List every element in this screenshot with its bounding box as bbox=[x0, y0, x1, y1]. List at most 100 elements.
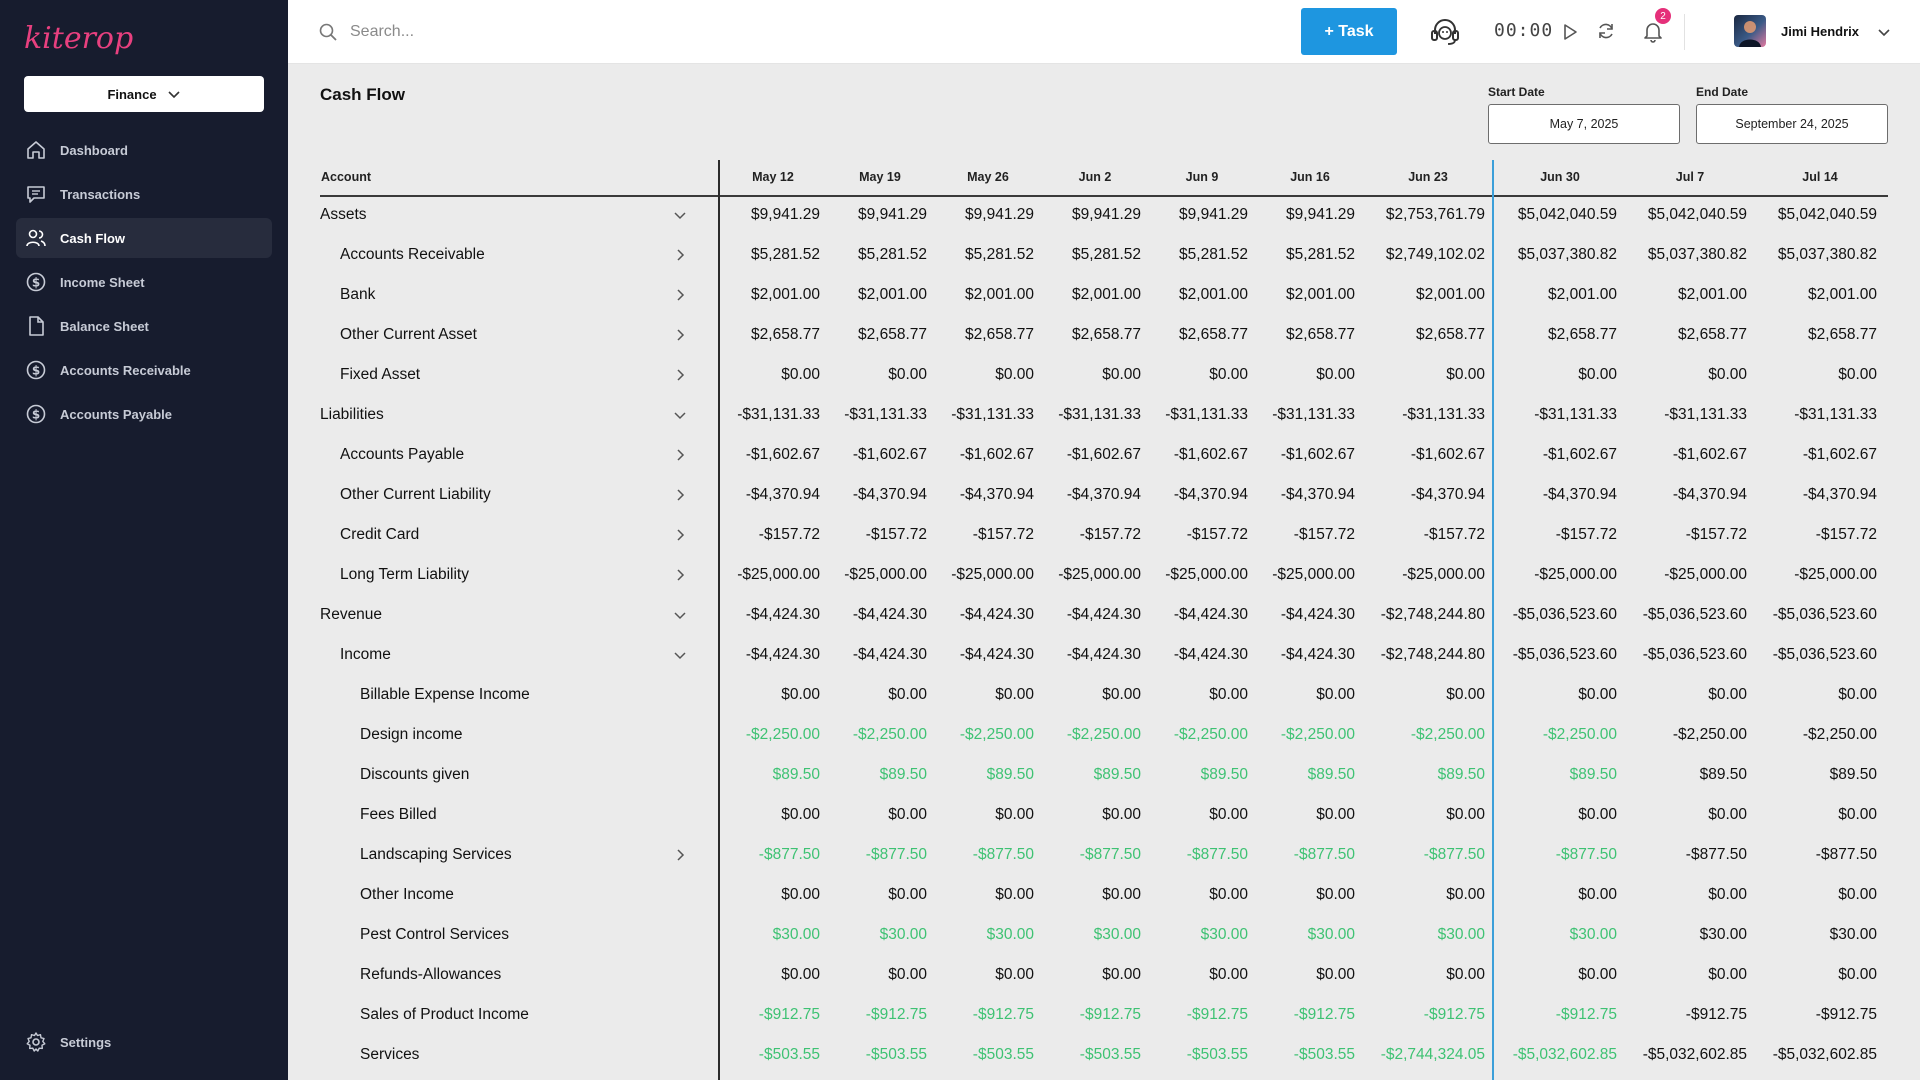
table-row[interactable]: Fixed Asset $0.00 $0.00 $0.00 $0.00 $0.00 $0.0… bbox=[320, 355, 1888, 395]
amount-cell: -$4,424.30 bbox=[1280, 606, 1355, 623]
amount-cell: $2,658.77 bbox=[751, 326, 820, 343]
chevron-right-icon[interactable] bbox=[672, 367, 688, 383]
table-row[interactable]: Accounts Receivable $5,281.52 $5,281.52 $5,… bbox=[320, 235, 1888, 275]
org-selector[interactable]: Finance bbox=[24, 76, 264, 112]
amount-cell: $2,001.00 bbox=[1072, 286, 1141, 303]
bell-icon[interactable] bbox=[1641, 19, 1665, 43]
date-column-header: May 26 bbox=[967, 170, 1009, 184]
amount-cell: $2,001.00 bbox=[751, 286, 820, 303]
amount-cell: -$912.75 bbox=[1555, 1006, 1617, 1023]
amount-cell: $0.00 bbox=[1209, 886, 1248, 903]
account-label: Fees Billed bbox=[360, 806, 437, 823]
sidebar-item-transactions[interactable]: Transactions bbox=[16, 174, 272, 214]
amount-cell: $0.00 bbox=[1578, 886, 1617, 903]
amount-cell: -$2,250.00 bbox=[1066, 726, 1141, 743]
sidebar-item-accounts-payable[interactable]: $ Accounts Payable bbox=[16, 394, 272, 434]
chevron-down-icon[interactable] bbox=[1876, 24, 1892, 40]
amount-cell: -$2,250.00 bbox=[852, 726, 927, 743]
amount-cell: $0.00 bbox=[888, 886, 927, 903]
date-column-header: Jun 2 bbox=[1078, 170, 1112, 184]
amount-cell: $2,753,761.79 bbox=[1385, 206, 1485, 223]
notification-badge: 2 bbox=[1655, 8, 1671, 24]
chevron-right-icon[interactable] bbox=[672, 847, 688, 863]
headset-support-icon[interactable] bbox=[1428, 16, 1462, 48]
amount-cell: $0.00 bbox=[1102, 886, 1141, 903]
sidebar-item-dashboard[interactable]: Dashboard bbox=[16, 130, 272, 170]
account-label: Billable Expense Income bbox=[360, 686, 530, 703]
users-icon bbox=[24, 226, 48, 250]
sidebar: kiterope Finance Dashboard Transactions … bbox=[0, 0, 288, 1080]
sidebar-item-label: Income Sheet bbox=[60, 274, 145, 290]
amount-cell: $5,037,380.82 bbox=[1517, 246, 1617, 263]
table-row[interactable]: Credit Card -$157.72 -$157.72 -$157.72 -$157… bbox=[320, 515, 1888, 555]
sidebar-item-settings[interactable]: Settings bbox=[24, 1030, 111, 1054]
end-date-input[interactable]: September 24, 2025 bbox=[1696, 104, 1888, 144]
table-row[interactable]: Landscaping Services -$877.50 -$877.50 -$87… bbox=[320, 835, 1888, 875]
table-row[interactable]: Other Current Liability -$4,370.94 -$4,370… bbox=[320, 475, 1888, 515]
kiterope-logo[interactable]: kiterope bbox=[24, 16, 151, 66]
chevron-down-icon[interactable] bbox=[672, 647, 688, 663]
chevron-down-icon[interactable] bbox=[672, 207, 688, 223]
amount-cell: $0.00 bbox=[888, 806, 927, 823]
table-row[interactable]: Accounts Payable -$1,602.67 -$1,602.67 -$1,… bbox=[320, 435, 1888, 475]
chevron-right-icon[interactable] bbox=[672, 287, 688, 303]
account-label: Credit Card bbox=[340, 526, 420, 543]
chevron-right-icon[interactable] bbox=[672, 567, 688, 583]
table-row[interactable]: Revenue -$4,424.30 -$4,424.30 -$4,424.30 -$4… bbox=[320, 595, 1888, 635]
add-task-button[interactable]: + Task bbox=[1301, 8, 1397, 55]
chevron-right-icon[interactable] bbox=[672, 327, 688, 343]
account-label: Services bbox=[360, 1046, 420, 1063]
amount-cell: -$1,602.67 bbox=[852, 446, 927, 463]
amount-cell: $0.00 bbox=[1316, 806, 1355, 823]
sidebar-item-cash-flow[interactable]: Cash Flow bbox=[16, 218, 272, 258]
amount-cell: -$4,424.30 bbox=[959, 646, 1034, 663]
amount-cell: -$4,424.30 bbox=[1173, 606, 1248, 623]
amount-cell: $0.00 bbox=[1316, 966, 1355, 983]
table-row[interactable]: Other Current Asset $2,658.77 $2,658.77 $2,… bbox=[320, 315, 1888, 355]
chevron-right-icon[interactable] bbox=[672, 487, 688, 503]
start-date-input[interactable]: May 7, 2025 bbox=[1488, 104, 1680, 144]
avatar[interactable] bbox=[1734, 15, 1766, 47]
amount-cell: -$1,602.67 bbox=[1672, 446, 1747, 463]
amount-cell: $2,658.77 bbox=[1286, 326, 1355, 343]
amount-cell: $2,658.77 bbox=[1179, 326, 1248, 343]
amount-cell: $0.00 bbox=[888, 686, 927, 703]
amount-cell: $89.50 bbox=[1307, 766, 1355, 783]
play-icon[interactable] bbox=[1560, 22, 1580, 42]
amount-cell: $30.00 bbox=[879, 926, 927, 943]
search-icon bbox=[319, 23, 337, 41]
amount-cell: $2,658.77 bbox=[965, 326, 1034, 343]
user-name[interactable]: Jimi Hendrix bbox=[1781, 24, 1860, 39]
chevron-down-icon[interactable] bbox=[672, 407, 688, 423]
sidebar-item-balance-sheet[interactable]: Balance Sheet bbox=[16, 306, 272, 346]
search-input[interactable] bbox=[350, 18, 850, 46]
amount-cell: $89.50 bbox=[1829, 766, 1877, 783]
amount-cell: $2,001.00 bbox=[1179, 286, 1248, 303]
table-row[interactable]: Income -$4,424.30 -$4,424.30 -$4,424.30 -$4,… bbox=[320, 635, 1888, 675]
account-label: Design income bbox=[360, 726, 463, 743]
amount-cell: -$912.75 bbox=[972, 1006, 1034, 1023]
table-row[interactable]: Bank $2,001.00 $2,001.00 $2,001.00 $2,001.00… bbox=[320, 275, 1888, 315]
amount-cell: -$5,032,602.85 bbox=[1642, 1046, 1747, 1063]
chevron-down-icon[interactable] bbox=[672, 607, 688, 623]
amount-cell: -$503.55 bbox=[758, 1046, 820, 1063]
chevron-right-icon[interactable] bbox=[672, 247, 688, 263]
table-row: Other Income $0.00 $0.00 $0.00 $0.00 $0.00 $0.… bbox=[320, 875, 1888, 915]
amount-cell: $0.00 bbox=[995, 366, 1034, 383]
refresh-icon[interactable] bbox=[1596, 21, 1616, 41]
amount-cell: -$877.50 bbox=[1186, 846, 1248, 863]
table-row[interactable]: Assets $9,941.29 $9,941.29 $9,941.29 $9,941.… bbox=[320, 195, 1888, 235]
account-label: Income bbox=[340, 646, 391, 663]
table-row[interactable]: Long Term Liability -$25,000.00 -$25,000.0… bbox=[320, 555, 1888, 595]
date-column-header: May 12 bbox=[752, 170, 794, 184]
table-row[interactable]: Liabilities -$31,131.33 -$31,131.33 -$31,13… bbox=[320, 395, 1888, 435]
chevron-right-icon[interactable] bbox=[672, 447, 688, 463]
amount-cell: $30.00 bbox=[1699, 926, 1747, 943]
amount-cell: $5,037,380.82 bbox=[1777, 246, 1877, 263]
account-column-divider bbox=[718, 160, 720, 1080]
amount-cell: -$912.75 bbox=[1079, 1006, 1141, 1023]
chevron-right-icon[interactable] bbox=[672, 527, 688, 543]
table-row: Services -$503.55 -$503.55 -$503.55 -$503.55… bbox=[320, 1035, 1888, 1075]
sidebar-item-accounts-receivable[interactable]: $ Accounts Receivable bbox=[16, 350, 272, 390]
sidebar-item-income-sheet[interactable]: $ Income Sheet bbox=[16, 262, 272, 302]
